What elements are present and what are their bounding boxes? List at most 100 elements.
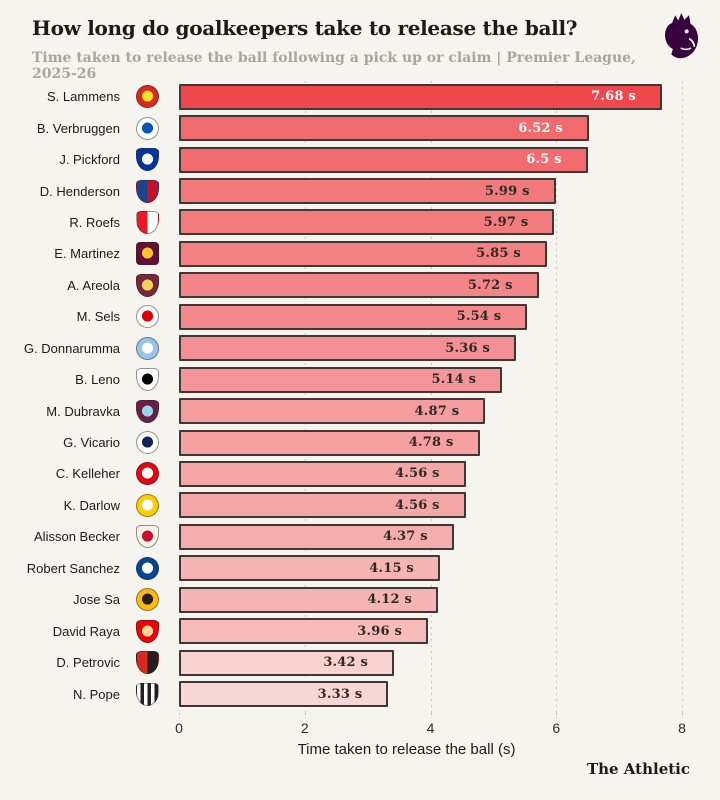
liverpool-crest [136, 525, 159, 549]
x-axis-tick-label: 0 [175, 720, 183, 736]
bar-track: 5.85 s [179, 240, 682, 267]
time-bar: 5.36 s [179, 335, 516, 362]
player-name-label: C. Kelleher [55, 466, 120, 482]
bar-track: 5.14 s [179, 366, 682, 393]
x-axis: 0 2 4 6 8 [175, 713, 686, 738]
bar-track: 3.33 s [179, 681, 682, 708]
page-subtitle: Time taken to release the ball following… [32, 50, 636, 82]
chart-gridlines [179, 81, 683, 714]
bar-value-label: 4.37 s [383, 529, 428, 545]
bar-value-label: 5.54 s [456, 309, 502, 325]
bar-value-label: 4.56 s [394, 497, 440, 513]
bar-track: 4.78 s [179, 429, 682, 456]
bar-track: 5.97 s [179, 209, 682, 236]
time-bar: 4.37 s [179, 523, 454, 550]
player-name-label: M. Sels [76, 309, 120, 325]
bar-value-label: 4.12 s [367, 592, 413, 608]
gridline-2 [304, 81, 306, 714]
bar-value-label: 4.87 s [414, 403, 460, 419]
time-bar: 6.5 s [179, 146, 588, 173]
bar-track: 5.99 s [179, 178, 682, 205]
player-row: A. Areola 5.72 s [0, 270, 720, 301]
x-axis-tickmark [430, 713, 432, 718]
time-bar: 3.33 s [179, 681, 389, 708]
player-row: M. Sels 5.54 s [0, 301, 720, 332]
player-name-label: E. Martinez [54, 246, 120, 262]
player-row: J. Pickford 6.5 s [0, 144, 720, 175]
gridline-8 [682, 81, 683, 714]
player-row: David Raya 3.96 s [0, 615, 720, 646]
bar-value-label: 5.14 s [431, 372, 477, 388]
player-row: D. Henderson 5.99 s [0, 175, 720, 206]
nottingham-forest-crest [136, 305, 159, 329]
everton-crest [136, 148, 159, 172]
bar-value-label: 5.97 s [483, 214, 529, 230]
time-bar: 5.54 s [179, 303, 528, 330]
player-row: M. Dubravka 4.87 s [0, 395, 720, 426]
time-bar: 6.52 s [179, 115, 589, 142]
x-axis-tickmark [682, 713, 683, 718]
x-axis-tick-label: 2 [300, 720, 309, 736]
time-bar: 4.56 s [179, 460, 466, 487]
player-row: E. Martinez 5.85 s [0, 238, 720, 269]
player-name-label: Jose Sa [73, 592, 120, 608]
bar-value-label: 3.42 s [323, 655, 369, 671]
bar-value-label: 7.68 s [591, 89, 636, 105]
gridline-4 [430, 81, 432, 714]
player-row: S. Lammens 7.68 s [0, 81, 720, 112]
chelsea-crest [136, 556, 159, 580]
time-bar: 4.12 s [179, 586, 439, 613]
player-name-label: N. Pope [73, 686, 120, 702]
player-row: C. Kelleher 4.56 s [0, 458, 720, 489]
bar-track: 7.68 s [179, 83, 682, 110]
bar-track: 3.42 s [179, 649, 682, 676]
bar-track: 5.36 s [179, 335, 682, 362]
bar-track: 4.87 s [179, 398, 682, 425]
player-name-label: G. Vicario [63, 435, 120, 451]
player-name-label: J. Pickford [59, 152, 120, 168]
sunderland-crest [136, 210, 159, 234]
bar-value-label: 3.33 s [317, 686, 363, 702]
leeds-united-crest [136, 493, 159, 517]
burnley-crest [136, 399, 159, 423]
player-row: G. Vicario 4.78 s [0, 427, 720, 458]
bar-track: 6.52 s [179, 115, 682, 142]
time-bar: 3.96 s [179, 618, 428, 645]
bar-track: 4.56 s [179, 460, 682, 487]
bar-value-label: 6.52 s [518, 120, 563, 136]
player-row: K. Darlow 4.56 s [0, 490, 720, 521]
player-name-label: G. Donnarumma [23, 340, 120, 356]
time-bar: 5.72 s [179, 272, 539, 299]
player-name-label: D. Petrovic [56, 655, 120, 671]
time-bar: 4.15 s [179, 555, 440, 582]
player-row: B. Verbruggen 6.52 s [0, 112, 720, 143]
player-name-label: B. Verbruggen [36, 120, 120, 136]
manchester-city-crest [136, 336, 159, 360]
player-name-label: Alisson Becker [34, 529, 120, 545]
player-name-label: A. Areola [67, 277, 120, 293]
player-row: Robert Sanchez 4.15 s [0, 553, 720, 584]
bar-value-label: 4.15 s [369, 560, 414, 576]
time-bar: 4.87 s [179, 398, 486, 425]
time-bar: 4.56 s [179, 492, 466, 519]
page-title: How long do goalkeepers take to release … [32, 16, 578, 40]
bar-track: 5.54 s [179, 303, 682, 330]
bar-track: 5.72 s [179, 272, 682, 299]
fulham-crest [136, 368, 159, 392]
aston-villa-crest [136, 242, 159, 266]
player-name-label: D. Henderson [39, 183, 120, 199]
bar-value-label: 5.72 s [467, 277, 513, 293]
bar-value-label: 5.99 s [484, 183, 530, 199]
player-row: B. Leno 5.14 s [0, 364, 720, 395]
bar-value-label: 4.56 s [394, 466, 440, 482]
player-row: N. Pope 3.33 s [0, 678, 720, 709]
brentford-crest [136, 462, 159, 486]
player-name-label: David Raya [52, 623, 120, 639]
time-bar: 3.42 s [179, 649, 395, 676]
x-axis-tickmark [179, 713, 180, 718]
bar-track: 4.37 s [179, 523, 682, 550]
bar-track: 4.56 s [179, 492, 682, 519]
publisher-credit: The Athletic [586, 760, 690, 778]
time-bar: 5.85 s [179, 240, 547, 267]
